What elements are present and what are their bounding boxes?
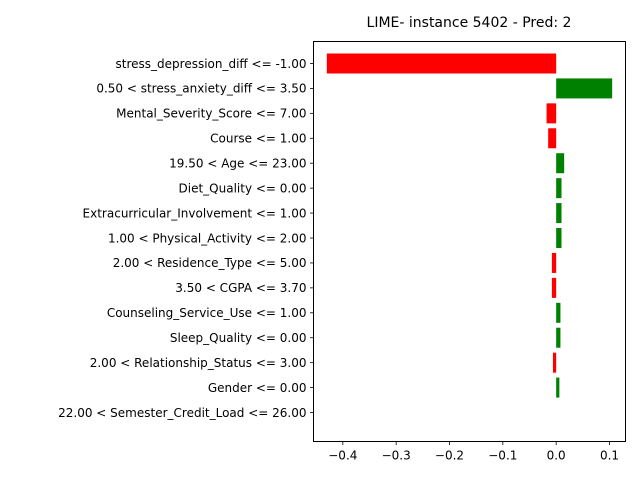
bar-6: [556, 203, 562, 224]
chart-title: LIME- instance 5402 - Pred: 2: [367, 15, 572, 31]
x-axis: −0.4 −0.3 −0.2 −0.1 0.0 0.1: [328, 441, 619, 463]
x-tick-label-2: −0.2: [435, 449, 464, 463]
bar-11: [556, 327, 561, 348]
x-tick-label-0: −0.4: [328, 449, 357, 463]
y-tick-label-13: Gender <= 0.00: [208, 381, 307, 395]
bar-5: [556, 178, 562, 199]
bar-8: [551, 252, 557, 273]
y-tick-label-10: Counseling_Service_Use <= 1.00: [107, 306, 307, 320]
x-tick-label-4: 0.0: [547, 449, 566, 463]
plot-frame: [313, 41, 626, 442]
bar-12: [552, 352, 557, 373]
bar-9: [551, 277, 557, 298]
y-tick-label-3: Course <= 1.00: [210, 132, 306, 146]
y-tick-label-0: stress_depression_diff <= -1.00: [116, 57, 307, 71]
y-tick-label-7: 1.00 < Physical_Activity <= 2.00: [108, 231, 307, 245]
x-tick-label-3: −0.1: [488, 449, 517, 463]
y-tick-label-12: 2.00 < Relationship_Status <= 3.00: [90, 356, 307, 370]
bar-0: [326, 53, 557, 74]
bar-1: [556, 78, 613, 99]
bar-4: [556, 153, 565, 174]
y-tick-label-6: Extracurricular_Involvement <= 1.00: [83, 206, 307, 220]
x-tick-label-1: −0.3: [382, 449, 411, 463]
bar-7: [556, 228, 562, 249]
y-tick-label-11: Sleep_Quality <= 0.00: [170, 331, 307, 345]
bars-group: [326, 53, 613, 398]
bar-10: [556, 302, 561, 323]
y-tick-label-8: 2.00 < Residence_Type <= 5.00: [113, 256, 307, 270]
x-tick-label-5: 0.1: [600, 449, 619, 463]
y-tick-label-1: 0.50 < stress_anxiety_diff <= 3.50: [96, 82, 306, 96]
y-tick-label-4: 19.50 < Age <= 23.00: [169, 157, 306, 171]
y-tick-label-2: Mental_Severity_Score <= 7.00: [116, 107, 306, 121]
bar-3: [548, 128, 557, 149]
bar-13: [556, 377, 560, 398]
y-tick-label-9: 3.50 < CGPA <= 3.70: [175, 281, 306, 295]
y-tick-labels: stress_depression_diff <= -1.00 0.50 < st…: [58, 57, 314, 420]
bar-2: [546, 103, 557, 124]
y-tick-label-5: Diet_Quality <= 0.00: [179, 181, 307, 195]
y-tick-label-14: 22.00 < Semester_Credit_Load <= 26.00: [58, 406, 306, 420]
